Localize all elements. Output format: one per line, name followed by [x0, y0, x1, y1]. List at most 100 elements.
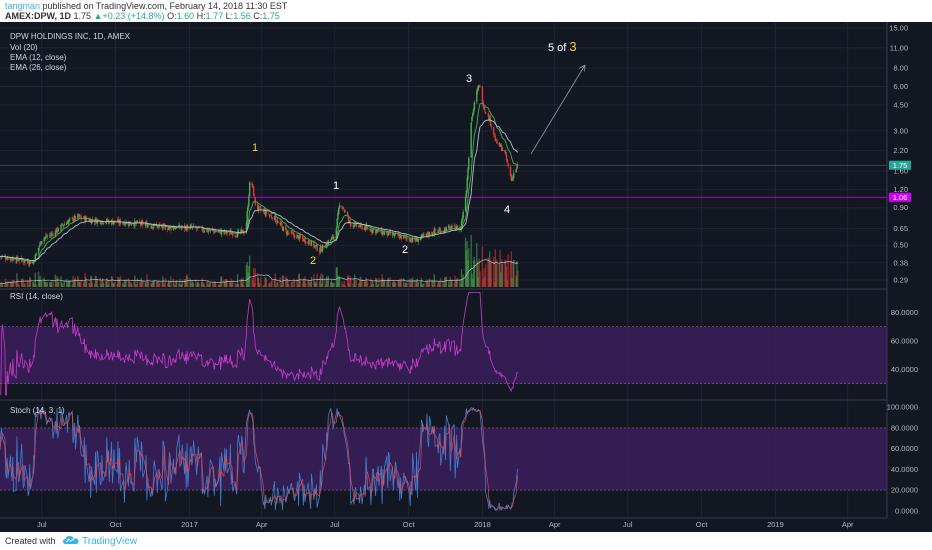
tradingview-brand[interactable]: TradingView: [82, 536, 138, 547]
projection-highlight: 3: [569, 39, 576, 54]
wave-4-label[interactable]: 4: [504, 204, 510, 216]
volume-bar: [427, 282, 430, 287]
candle-body: [134, 221, 137, 223]
volume-bar: [327, 276, 330, 287]
volume-bar: [342, 284, 344, 287]
volume-bar: [12, 280, 14, 287]
rsi-tick-label: 40.0000: [891, 365, 918, 374]
volume-bar: [298, 273, 301, 287]
volume-bar: [454, 275, 456, 287]
stoch-pane-title[interactable]: Stoch (14, 3, 1): [10, 406, 65, 415]
candle-body: [85, 217, 87, 222]
volume-bar: [280, 285, 282, 287]
author-link[interactable]: tangman: [5, 1, 41, 11]
volume-bar: [321, 283, 323, 287]
candle-body: [61, 224, 64, 226]
candle-body: [270, 215, 273, 218]
candle-body: [51, 233, 53, 235]
rsi-pane-title[interactable]: RSI (14, close): [10, 292, 63, 301]
candle-body: [512, 177, 514, 178]
volume-bar: [125, 279, 127, 287]
candle-body: [304, 238, 306, 243]
legend-ema12[interactable]: EMA (12, close): [10, 53, 67, 62]
volume-bar: [202, 282, 204, 287]
candle-body: [133, 224, 135, 227]
symbol-quote-line: AMEX:DPW, 1D 1.75 ▲+0.23 (+14.8%) O:1.60…: [5, 11, 280, 21]
volume-bar: [122, 284, 125, 287]
wave-1-minor-label[interactable]: 1: [333, 180, 339, 192]
wave-2-major-label[interactable]: 2: [310, 255, 316, 267]
candle-body: [380, 229, 382, 233]
rsi-axis[interactable]: 80.0000 60.0000 40.0000: [891, 308, 918, 374]
candle-body: [297, 234, 299, 236]
stoch-k-line: [0, 406, 519, 512]
candle-body: [303, 238, 305, 241]
last-price-badge-label: 1.75: [893, 161, 908, 170]
volume-bar: [370, 277, 372, 287]
volume-bar: [51, 285, 53, 287]
volume-bar: [79, 282, 81, 287]
candle-body: [215, 231, 217, 233]
volume-bar: [246, 262, 248, 287]
candle-body: [130, 224, 132, 225]
candle-body: [375, 230, 378, 233]
time-tick-label: 2017: [181, 520, 198, 529]
chart-area[interactable]: 15.00 11.00 8.00 6.00 4.50 3.00 2.20 1.60 1.20 0.…: [0, 22, 932, 532]
candle-body: [258, 206, 260, 208]
candle-body: [387, 231, 390, 236]
candle-body: [456, 226, 458, 229]
candle-body: [319, 247, 321, 252]
volume-bar: [488, 258, 490, 287]
volume-bar: [285, 277, 287, 287]
volume-bar: [95, 276, 98, 287]
candle-body: [511, 177, 513, 181]
volume-bar: [225, 279, 228, 287]
volume-bar: [512, 260, 514, 287]
candle-body: [147, 225, 150, 227]
wave-3-label[interactable]: 3: [466, 73, 472, 85]
candle-body: [366, 227, 369, 230]
candle-body: [425, 233, 427, 235]
volume-bar: [380, 279, 382, 287]
stoch-axis[interactable]: 100.0000 80.0000 60.0000 40.0000 20.0000 0.00…: [887, 403, 918, 516]
volume-bar: [144, 282, 146, 287]
volume-bar: [123, 279, 126, 287]
volume-bar: [28, 285, 30, 287]
legend-vol[interactable]: Vol (20): [10, 43, 38, 52]
volume-bar: [169, 285, 171, 287]
high-label: H:: [196, 11, 206, 21]
volume-bar: [127, 278, 130, 287]
candle-body: [269, 215, 271, 216]
volume-bar: [404, 283, 407, 287]
candle-body: [195, 228, 198, 229]
candle-body: [43, 238, 45, 242]
wave-1-major-label[interactable]: 1: [252, 142, 258, 154]
projection-label[interactable]: 5 of 3: [548, 39, 577, 54]
volume-bar: [73, 281, 75, 287]
open-label: O:: [167, 11, 177, 21]
volume-bar: [487, 257, 489, 287]
volume-bar: [106, 278, 108, 287]
legend-ema26[interactable]: EMA (26, close): [10, 63, 67, 72]
time-axis[interactable]: Jul Oct 2017 Apr Jul Oct 2018 Apr Jul Oct 2019 Apr: [37, 520, 854, 529]
volume-bar: [15, 282, 17, 287]
wave-2-minor-label[interactable]: 2: [402, 244, 408, 256]
candle-body: [190, 225, 192, 227]
ema12-line: [0, 103, 518, 263]
candle-body: [89, 219, 91, 221]
volume-bar: [301, 282, 304, 287]
volume-bar: [89, 283, 91, 287]
volume-bar: [354, 274, 356, 287]
volume-bar: [52, 280, 54, 287]
candle-body: [60, 224, 62, 231]
volume-bar: [494, 249, 496, 287]
candle-body: [372, 229, 374, 231]
price-tick-label: 0.29: [893, 276, 908, 285]
volume-bar: [161, 281, 163, 287]
volume-bar: [108, 280, 110, 287]
volume-bar: [383, 280, 386, 287]
volume-bar: [346, 275, 349, 287]
volume-bar: [256, 272, 259, 287]
price-axis[interactable]: 15.00 11.00 8.00 6.00 4.50 3.00 2.20 1.60 1.20 0.…: [889, 24, 908, 285]
projection-arrow-line[interactable]: [530, 64, 586, 155]
